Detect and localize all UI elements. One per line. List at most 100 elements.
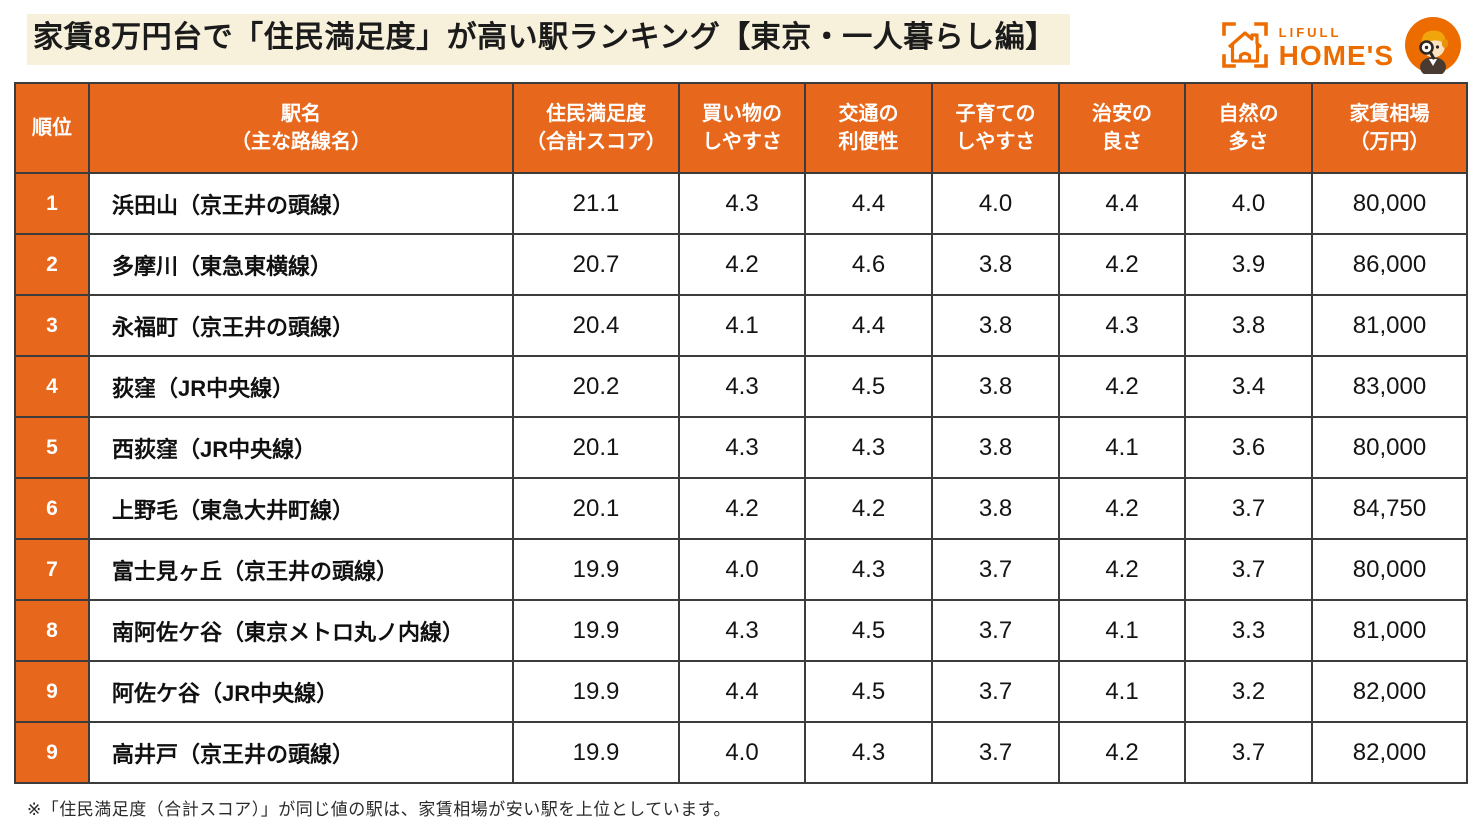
satisfaction-score-cell: 20.1 [512,477,680,540]
shopping-score-cell: 4.3 [678,172,806,235]
shopping-score-cell: 4.2 [678,477,806,540]
station-cell: 永福町（京王井の頭線） [88,294,514,357]
rent-cell: 82,000 [1311,660,1468,723]
rank-cell: 7 [14,538,90,601]
safety-score-cell: 4.1 [1058,660,1186,723]
childcare-score-cell: 3.7 [931,721,1060,784]
satisfaction-score-cell: 20.1 [512,416,680,479]
table-row: 3 永福町（京王井の頭線） 20.4 4.1 4.4 3.8 4.3 3.8 8… [14,294,1468,357]
safety-score-cell: 4.1 [1058,599,1186,662]
rent-cell: 80,000 [1311,416,1468,479]
rent-cell: 80,000 [1311,538,1468,601]
rent-cell: 86,000 [1311,233,1468,296]
transport-score-cell: 4.5 [804,355,933,418]
station-cell: 多摩川（東急東横線） [88,233,514,296]
shopping-score-cell: 4.4 [678,660,806,723]
safety-score-cell: 4.2 [1058,538,1186,601]
house-brackets-icon [1221,21,1269,74]
header-transport: 交通の 利便性 [804,82,933,174]
logo-text: LIFULL HOME'S [1279,26,1394,70]
satisfaction-score-cell: 20.7 [512,233,680,296]
childcare-score-cell: 3.8 [931,294,1060,357]
station-cell: 西荻窪（JR中央線） [88,416,514,479]
transport-score-cell: 4.3 [804,721,933,784]
table-body: 1 浜田山（京王井の頭線） 21.1 4.3 4.4 4.0 4.4 4.0 8… [14,172,1468,784]
rent-cell: 82,000 [1311,721,1468,784]
nature-score-cell: 3.8 [1184,294,1313,357]
station-cell: 富士見ヶ丘（京王井の頭線） [88,538,514,601]
shopping-score-cell: 4.0 [678,538,806,601]
safety-score-cell: 4.2 [1058,355,1186,418]
shopping-score-cell: 4.3 [678,416,806,479]
table-row: 7 富士見ヶ丘（京王井の頭線） 19.9 4.0 4.3 3.7 4.2 3.7… [14,538,1468,601]
rank-cell: 6 [14,477,90,540]
safety-score-cell: 4.3 [1058,294,1186,357]
satisfaction-score-cell: 21.1 [512,172,680,235]
rank-cell: 9 [14,721,90,784]
header-safety: 治安の 良さ [1058,82,1186,174]
childcare-score-cell: 3.7 [931,538,1060,601]
rank-cell: 2 [14,233,90,296]
table-header: 順位 駅名 （主な路線名） 住民満足度 （合計スコア） 買い物の しやすさ 交通… [14,82,1468,174]
safety-score-cell: 4.2 [1058,477,1186,540]
header-rank: 順位 [14,82,90,174]
header-nature: 自然の 多さ [1184,82,1313,174]
transport-score-cell: 4.5 [804,660,933,723]
satisfaction-score-cell: 19.9 [512,538,680,601]
transport-score-cell: 4.5 [804,599,933,662]
transport-score-cell: 4.3 [804,416,933,479]
homes-mascot-icon [1404,16,1462,79]
station-cell: 南阿佐ケ谷（東京メトロ丸ノ内線） [88,599,514,662]
childcare-score-cell: 3.7 [931,599,1060,662]
transport-score-cell: 4.4 [804,172,933,235]
rent-cell: 81,000 [1311,599,1468,662]
nature-score-cell: 3.7 [1184,538,1313,601]
satisfaction-score-cell: 19.9 [512,599,680,662]
childcare-score-cell: 3.8 [931,233,1060,296]
transport-score-cell: 4.2 [804,477,933,540]
table-row: 6 上野毛（東急大井町線） 20.1 4.2 4.2 3.8 4.2 3.7 8… [14,477,1468,540]
header-childcare: 子育ての しやすさ [931,82,1060,174]
shopping-score-cell: 4.0 [678,721,806,784]
header-satisfaction-score: 住民満足度 （合計スコア） [512,82,680,174]
rank-cell: 1 [14,172,90,235]
safety-score-cell: 4.2 [1058,721,1186,784]
childcare-score-cell: 3.8 [931,416,1060,479]
rent-cell: 84,750 [1311,477,1468,540]
table-row: 9 高井戸（京王井の頭線） 19.9 4.0 4.3 3.7 4.2 3.7 8… [14,721,1468,784]
childcare-score-cell: 4.0 [931,172,1060,235]
title-wrap: 家賃8万円台で「住民満足度」が高い駅ランキング【東京・一人暮らし編】 [27,12,1070,65]
station-cell: 上野毛（東急大井町線） [88,477,514,540]
transport-score-cell: 4.4 [804,294,933,357]
rank-cell: 9 [14,660,90,723]
satisfaction-score-cell: 19.9 [512,660,680,723]
page-title: 家賃8万円台で「住民満足度」が高い駅ランキング【東京・一人暮らし編】 [27,14,1070,65]
table-row: 2 多摩川（東急東横線） 20.7 4.2 4.6 3.8 4.2 3.9 86… [14,233,1468,296]
table-row: 8 南阿佐ケ谷（東京メトロ丸ノ内線） 19.9 4.3 4.5 3.7 4.1 … [14,599,1468,662]
station-cell: 浜田山（京王井の頭線） [88,172,514,235]
childcare-score-cell: 3.8 [931,477,1060,540]
rent-cell: 80,000 [1311,172,1468,235]
header-station: 駅名 （主な路線名） [88,82,514,174]
satisfaction-score-cell: 20.4 [512,294,680,357]
station-cell: 高井戸（京王井の頭線） [88,721,514,784]
station-cell: 荻窪（JR中央線） [88,355,514,418]
nature-score-cell: 3.2 [1184,660,1313,723]
rank-cell: 4 [14,355,90,418]
rank-cell: 8 [14,599,90,662]
nature-score-cell: 3.9 [1184,233,1313,296]
table-row: 9 阿佐ケ谷（JR中央線） 19.9 4.4 4.5 3.7 4.1 3.2 8… [14,660,1468,723]
rent-cell: 81,000 [1311,294,1468,357]
table-row: 4 荻窪（JR中央線） 20.2 4.3 4.5 3.8 4.2 3.4 83,… [14,355,1468,418]
top-bar: 家賃8万円台で「住民満足度」が高い駅ランキング【東京・一人暮らし編】 [0,0,1480,82]
lifull-homes-logo: LIFULL HOME'S [1221,12,1464,79]
header-rent: 家賃相場 （万円） [1311,82,1468,174]
table-row: 5 西荻窪（JR中央線） 20.1 4.3 4.3 3.8 4.1 3.6 80… [14,416,1468,479]
table-row: 1 浜田山（京王井の頭線） 21.1 4.3 4.4 4.0 4.4 4.0 8… [14,172,1468,235]
safety-score-cell: 4.4 [1058,172,1186,235]
nature-score-cell: 3.7 [1184,721,1313,784]
safety-score-cell: 4.1 [1058,416,1186,479]
satisfaction-score-cell: 19.9 [512,721,680,784]
rank-cell: 5 [14,416,90,479]
